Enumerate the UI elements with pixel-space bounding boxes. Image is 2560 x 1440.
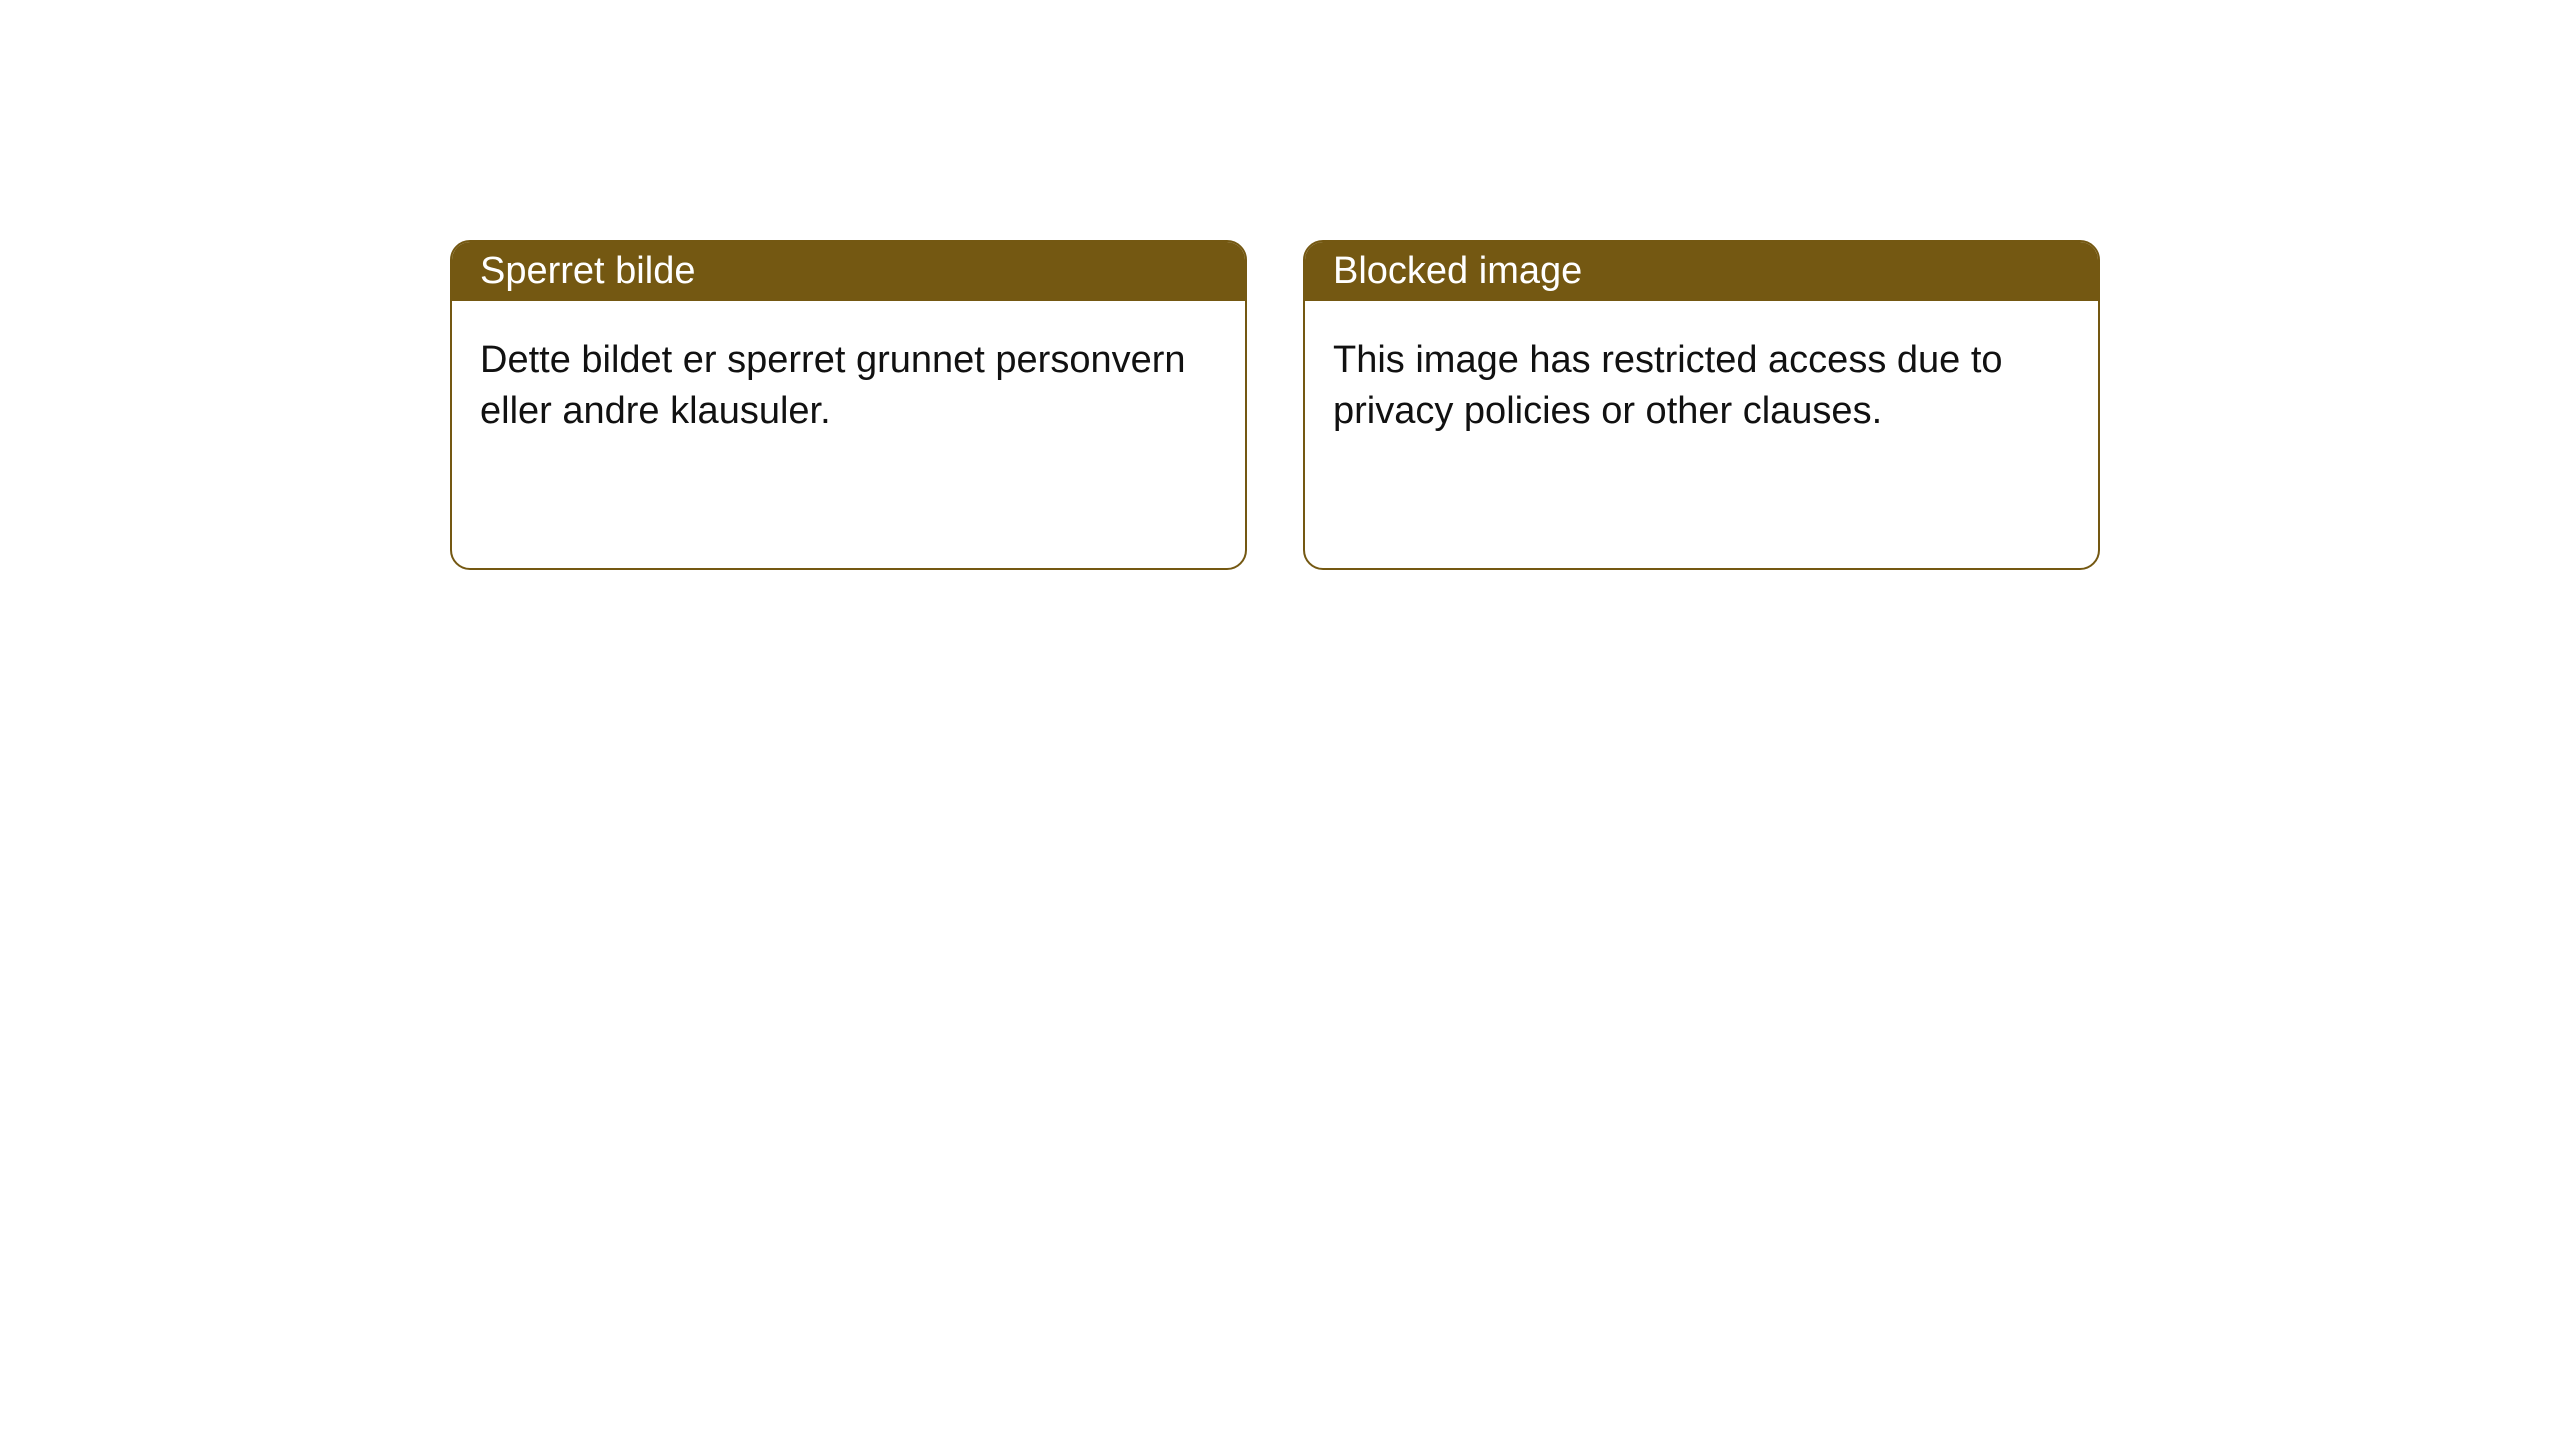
card-header-english: Blocked image (1305, 242, 2098, 301)
card-title-norwegian: Sperret bilde (480, 250, 695, 292)
cards-container: Sperret bilde Dette bildet er sperret gr… (450, 240, 2100, 570)
card-title-english: Blocked image (1333, 250, 1582, 292)
card-body-text-norwegian: Dette bildet er sperret grunnet personve… (480, 339, 1186, 432)
card-header-norwegian: Sperret bilde (452, 242, 1245, 301)
card-body-norwegian: Dette bildet er sperret grunnet personve… (452, 301, 1245, 568)
card-body-text-english: This image has restricted access due to … (1333, 339, 2003, 432)
card-english: Blocked image This image has restricted … (1303, 240, 2100, 570)
card-norwegian: Sperret bilde Dette bildet er sperret gr… (450, 240, 1247, 570)
card-body-english: This image has restricted access due to … (1305, 301, 2098, 568)
